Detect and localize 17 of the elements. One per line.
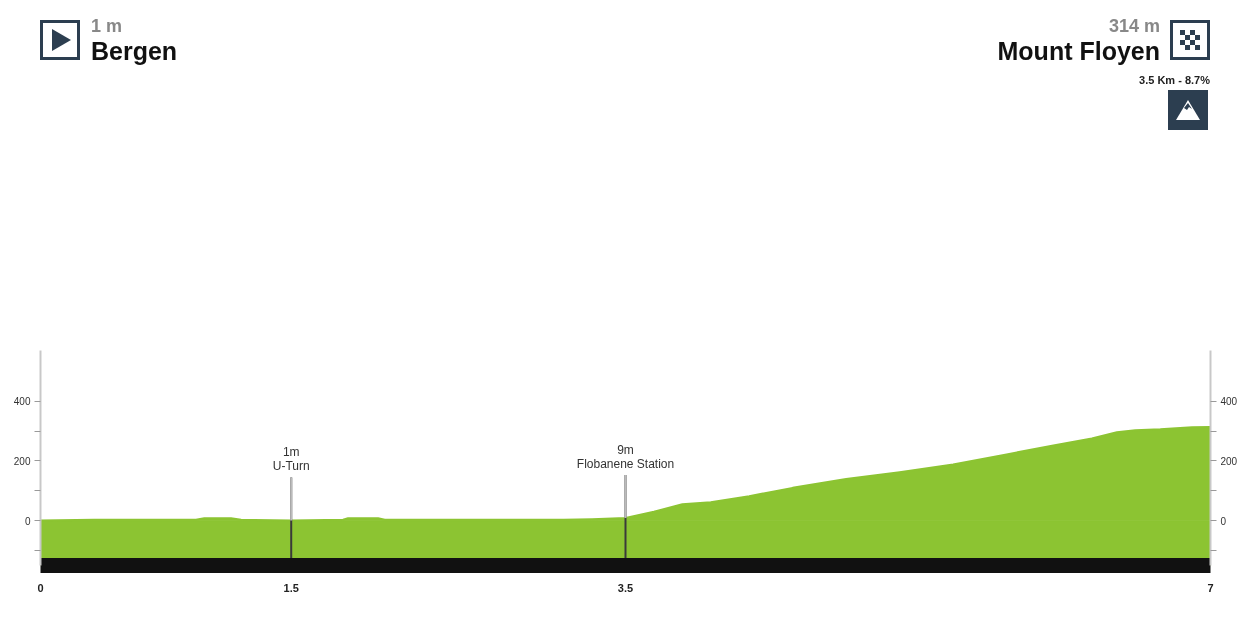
text: Mount Floyen [997, 36, 1160, 66]
text: 314 m [1108, 16, 1160, 36]
text: Bergen [91, 36, 178, 66]
x-tick-label: 3.5 [617, 581, 634, 594]
annotation: 1m U-Turn [272, 445, 310, 474]
y-tick-label: 400 [13, 396, 31, 408]
x-tick-label: 0 [37, 581, 44, 594]
y-tick-label: 0 [24, 515, 31, 527]
x-tick-label: 7 [1207, 581, 1214, 594]
y-tick-label: 200 [13, 455, 31, 467]
y2-tick-label: 200 [1220, 455, 1238, 467]
y2-tick-label: 400 [1220, 396, 1238, 408]
text: 1 m [91, 16, 123, 36]
text: 3.5 Km - 8.7% [1139, 73, 1210, 87]
x-tick-label: 1.5 [283, 581, 299, 594]
y2-tick-label: 0 [1220, 515, 1227, 527]
annotation: 9m Flobanene Station [576, 443, 675, 472]
